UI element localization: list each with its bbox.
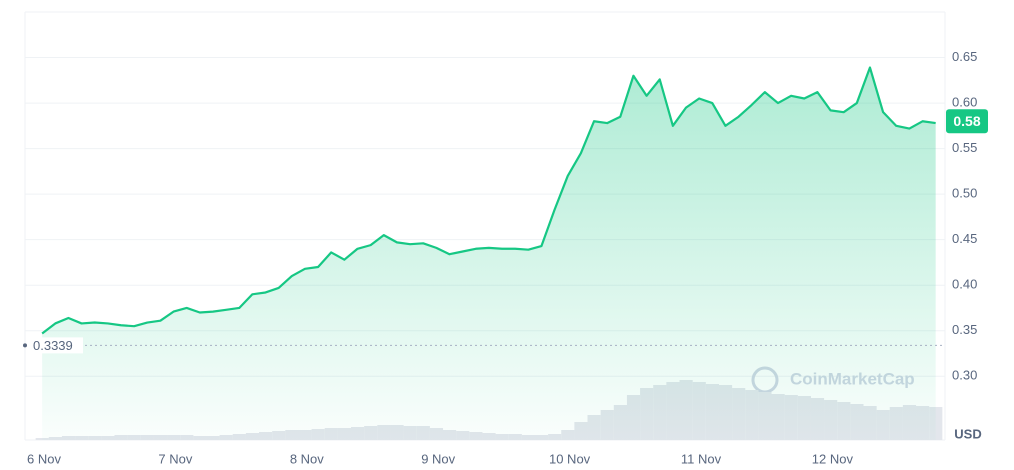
y-tick-label: 0.50 bbox=[952, 186, 977, 201]
y-tick-label: 0.60 bbox=[952, 95, 977, 110]
y-tick-label: 0.45 bbox=[952, 231, 977, 246]
y-tick-label: 0.40 bbox=[952, 277, 977, 292]
x-tick-label: 11 Nov bbox=[681, 451, 722, 466]
reference-dot bbox=[23, 343, 27, 348]
reference-label-bg bbox=[29, 337, 83, 354]
y-tick-label: 0.35 bbox=[952, 322, 977, 337]
x-tick-label: 6 Nov bbox=[27, 451, 61, 466]
y-tick-label: 0.30 bbox=[952, 368, 977, 383]
x-tick-label: 7 Nov bbox=[158, 451, 192, 466]
x-tick-label: 12 Nov bbox=[812, 451, 854, 466]
y-tick-label: 0.55 bbox=[952, 140, 977, 155]
y-tick-label: 0.65 bbox=[952, 49, 977, 64]
reference-label: 0.3339 bbox=[33, 338, 73, 353]
price-badge-label: 0.58 bbox=[953, 113, 980, 129]
price-area bbox=[42, 67, 936, 440]
x-tick-label: 9 Nov bbox=[421, 451, 455, 466]
currency-label: USD bbox=[954, 426, 981, 441]
price-line bbox=[41, 66, 936, 335]
x-tick-label: 8 Nov bbox=[290, 451, 324, 466]
price-badge bbox=[946, 109, 988, 134]
x-tick-label: 10 Nov bbox=[549, 451, 591, 466]
